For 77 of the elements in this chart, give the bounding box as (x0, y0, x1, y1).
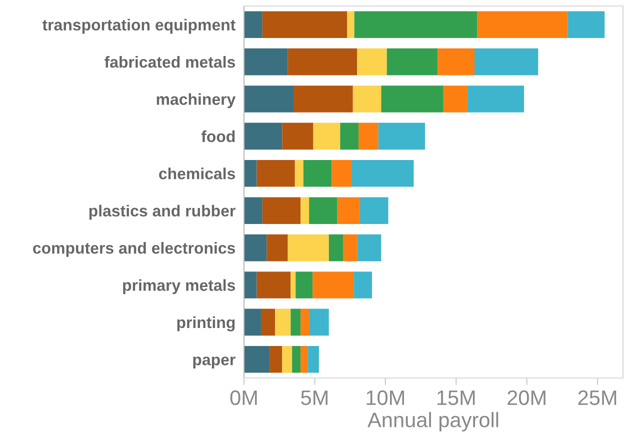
bar (296, 272, 313, 298)
x-tick-label: 15M (437, 390, 475, 406)
bar (309, 308, 329, 336)
bar (300, 346, 308, 373)
bar (282, 346, 292, 373)
bar (312, 272, 354, 298)
bar (443, 86, 468, 112)
bar (351, 160, 414, 187)
bar (244, 234, 267, 262)
y-tick-label: computers and electronics (33, 242, 236, 257)
bar (293, 86, 353, 112)
bar (328, 234, 343, 262)
bar (357, 234, 382, 262)
bar (303, 160, 332, 187)
x-tick-label: 5M (301, 390, 328, 406)
bar (244, 272, 257, 298)
bar (332, 160, 352, 187)
bar (244, 346, 270, 373)
bar (244, 11, 262, 38)
bar (290, 308, 301, 336)
bar (244, 48, 288, 76)
bar (269, 346, 282, 373)
bar (358, 122, 378, 150)
bar (300, 308, 310, 336)
bar (386, 48, 438, 76)
y-tick-label: primary metals (123, 279, 236, 294)
y-tick-label: transportation equipment (42, 18, 236, 34)
bar (568, 11, 605, 38)
bar (308, 346, 319, 373)
bar (262, 197, 301, 224)
bar (244, 197, 262, 224)
bar (477, 11, 568, 38)
bar (288, 48, 358, 76)
bar (438, 48, 475, 76)
bar (378, 122, 426, 150)
x-tick-label: 0M (230, 390, 257, 406)
bar (266, 234, 288, 262)
bar (292, 346, 301, 373)
bar (309, 197, 338, 224)
x-tick-label: 20M (508, 390, 546, 406)
y-tick-label: plastics and rubber (89, 204, 236, 220)
bar (313, 122, 340, 150)
bar (282, 122, 314, 150)
bar (275, 308, 291, 336)
bar (256, 272, 291, 298)
bar (340, 122, 359, 150)
bar (354, 272, 372, 298)
bar (300, 197, 310, 224)
bar (347, 11, 354, 38)
bar (381, 86, 444, 112)
bar (256, 160, 295, 187)
bar (294, 160, 304, 187)
bar (260, 308, 276, 336)
y-tick-label: fabricated metals (104, 56, 236, 68)
y-tick-label: paper (193, 356, 236, 368)
bar (342, 234, 358, 262)
x-tick-label: 10M (366, 390, 404, 406)
bar (352, 86, 382, 112)
bar (262, 11, 348, 38)
y-tick-label: food (201, 130, 235, 142)
bar (244, 122, 282, 150)
y-tick-label: machinery (156, 93, 236, 108)
bar (474, 48, 538, 76)
bar (244, 160, 257, 187)
bar (288, 234, 329, 262)
bar (290, 272, 296, 298)
x-axis-title: Annual payroll (368, 412, 498, 432)
bar (244, 308, 261, 336)
bar (467, 86, 524, 112)
bar (354, 11, 478, 38)
bar (360, 197, 388, 224)
y-tick-label: chemicals (159, 168, 236, 180)
x-tick-label: 25M (578, 390, 616, 406)
bar (357, 48, 387, 76)
bar (244, 86, 294, 112)
bar (337, 197, 360, 224)
y-tick-label: printing (177, 316, 235, 332)
